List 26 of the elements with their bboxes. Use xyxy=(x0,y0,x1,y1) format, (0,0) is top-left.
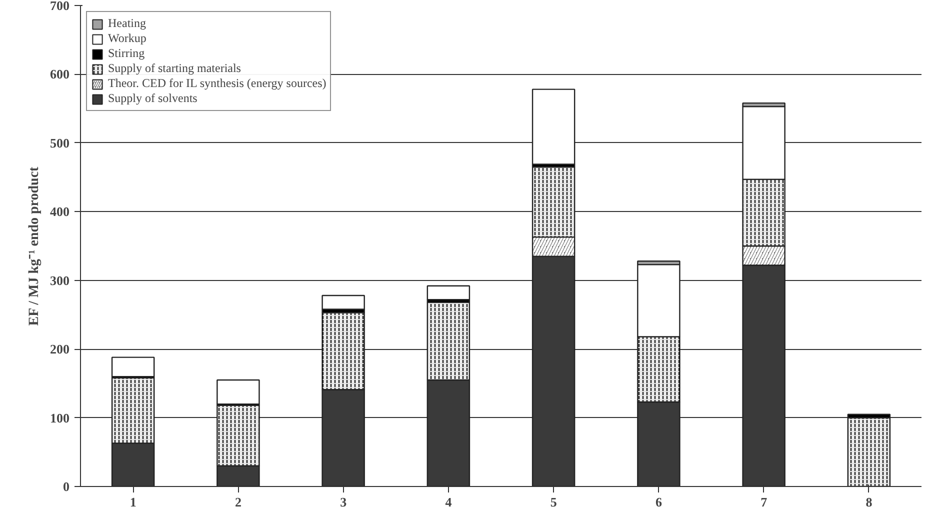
y-tick-label: 600 xyxy=(50,66,70,82)
y-tick-label: 700 xyxy=(50,0,70,13)
y-axis-title: EF / MJ kg⁻¹ endo product xyxy=(27,166,42,326)
x-tick-label: 4 xyxy=(445,494,452,509)
x-tick-label: 5 xyxy=(550,494,558,509)
legend-label: Heating xyxy=(108,16,146,31)
x-tick-label: 2 xyxy=(234,494,242,509)
y-tick-label: 0 xyxy=(63,479,70,494)
y-tick-label: 300 xyxy=(50,272,70,288)
x-tick-label: 8 xyxy=(866,494,873,509)
bar xyxy=(426,285,470,300)
legend-label: Supply of solvents xyxy=(108,91,198,106)
y-tick-label: 200 xyxy=(50,342,70,357)
y-tick-label: 500 xyxy=(50,135,70,150)
legend-label: Supply of starting materials xyxy=(108,61,241,76)
y-tick-label: 100 xyxy=(50,410,70,426)
legend-label: Stirring xyxy=(108,46,145,61)
legend-label: Theor. CED for IL synthesis (energy sources) xyxy=(108,76,326,91)
y-tick-label: 400 xyxy=(50,204,70,220)
legend-label: Workup xyxy=(108,31,146,46)
x-tick-label: 1 xyxy=(130,494,136,509)
bar xyxy=(322,294,365,310)
x-tick-label: 6 xyxy=(655,494,662,509)
x-tick-label: 7 xyxy=(760,494,768,509)
bar xyxy=(532,88,576,165)
x-tick-label: 3 xyxy=(340,494,348,509)
